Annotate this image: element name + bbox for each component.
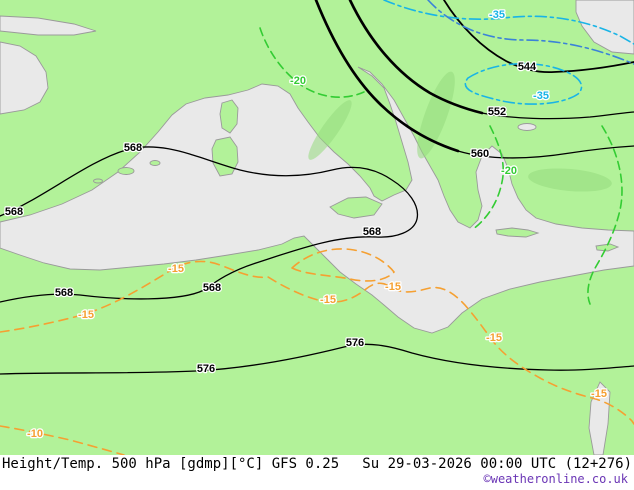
height-label-568-west-edge: 568	[5, 206, 23, 218]
temp-contour-minus35-loop	[464, 62, 583, 105]
temp-label-minus15-b: -15	[78, 309, 94, 321]
height-contour-576	[0, 343, 634, 375]
temp-contour-minus20-east	[587, 125, 623, 305]
contour-labels: 568 568 568 568 568 576 576 544 552 560 …	[4, 8, 609, 442]
temp-label-minus20-west: -20	[290, 75, 306, 87]
temp-label-minus15-a: -15	[168, 263, 184, 275]
temp-contour-minus35-a	[383, 0, 634, 45]
temp-contour-minus15-main	[0, 260, 634, 425]
island-menorca	[149, 160, 161, 166]
height-contour-552	[481, 111, 634, 120]
terrain-shade-apennines	[308, 100, 352, 160]
temp-contour-minus20-west	[259, 27, 365, 98]
red-sea	[588, 381, 611, 455]
footer-product-label: Height/Temp. 500 hPa [gdmp][°C] GFS 0.25	[2, 456, 340, 472]
height-label-576-libya: 576	[346, 337, 364, 349]
temp-label-minus35-loop: -35	[533, 90, 549, 102]
seas	[0, 0, 634, 455]
copyright-link[interactable]: ©weatheronline.co.uk	[483, 472, 629, 486]
island-sardinia	[211, 136, 239, 177]
english-channel	[0, 15, 97, 36]
temp-contour-minus10	[0, 425, 125, 455]
temp-label-minus15-d: -15	[385, 281, 401, 293]
height-contour-560-upper	[314, 0, 460, 153]
height-contours	[0, 0, 634, 375]
temp-contours	[0, 0, 634, 455]
mediterranean-sea	[0, 66, 634, 334]
height-label-552: 552	[488, 106, 506, 118]
temp-contour-blue	[427, 0, 634, 65]
height-label-568-africa-mid: 568	[203, 282, 221, 294]
height-contour-560	[457, 145, 634, 159]
temp-label-minus15-c: -15	[320, 294, 336, 306]
bay-of-biscay	[0, 41, 49, 115]
island-corsica	[219, 99, 239, 134]
height-contour-568	[0, 146, 419, 303]
height-label-576-algeria: 576	[197, 363, 215, 375]
sea-of-marmara	[517, 123, 537, 131]
island-crete	[495, 227, 540, 238]
temp-label-minus15-f: -15	[591, 388, 607, 400]
island-sicily	[329, 196, 383, 219]
island-ibiza	[93, 178, 103, 184]
footer: Height/Temp. 500 hPa [gdmp][°C] GFS 0.25…	[0, 455, 634, 490]
height-label-568-spain: 568	[124, 142, 142, 154]
footer-row: Height/Temp. 500 hPa [gdmp][°C] GFS 0.25…	[2, 456, 632, 472]
terrain-shade-anatolia	[528, 168, 612, 192]
copyright-row: ©weatheronline.co.uk	[2, 472, 632, 486]
footer-valid-time: Su 29-03-2026 00:00 UTC (12+276)	[362, 456, 632, 472]
temp-label-minus15-e: -15	[486, 332, 502, 344]
height-label-544: 544	[518, 61, 537, 73]
terrain-shading	[308, 71, 612, 192]
temp-label-minus10: -10	[27, 428, 43, 440]
temp-contour-minus20-aegean	[471, 125, 505, 231]
black-sea	[575, 0, 634, 55]
height-label-560: 560	[471, 148, 489, 160]
height-contour-552-upper	[348, 0, 484, 115]
map-canvas: 568 568 568 568 568 576 576 544 552 560 …	[0, 0, 634, 455]
island-mallorca	[117, 167, 135, 175]
height-contour-544	[443, 0, 634, 74]
temp-label-minus20-aegean: -20	[501, 165, 517, 177]
temp-contour-minus15-loop	[290, 248, 396, 282]
temp-label-minus35-top: -35	[489, 9, 505, 21]
height-label-568-central-med: 568	[363, 226, 381, 238]
height-label-568-africa-west: 568	[55, 287, 73, 299]
